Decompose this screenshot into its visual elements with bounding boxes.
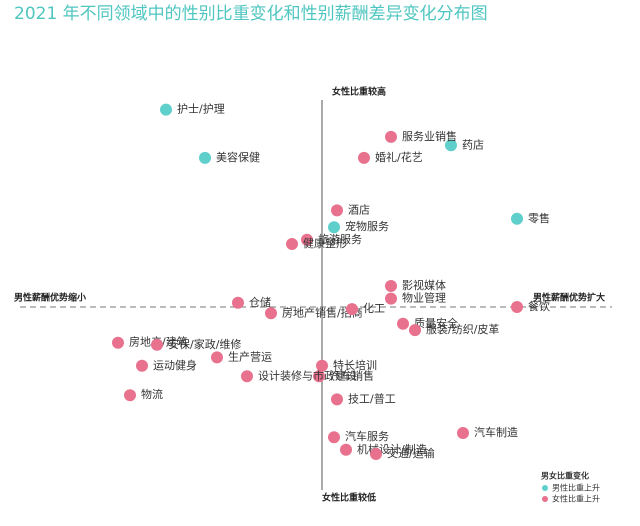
point — [211, 351, 223, 364]
point-label: 特长培训 — [333, 358, 377, 372]
point-label: 物流 — [141, 387, 163, 401]
point — [409, 324, 421, 337]
point-label: 宠物服务 — [345, 219, 389, 233]
point — [232, 296, 244, 309]
point-label: 药店 — [462, 137, 484, 151]
point — [331, 204, 343, 217]
point-label: 零售 — [528, 211, 550, 225]
point-label: 化工 — [363, 301, 385, 315]
point-label: 交通/运输 — [387, 446, 435, 460]
point — [511, 212, 523, 225]
chart-title: 2021 年不同领域中的性别比重变化和性别薪酬差异变化分布图 — [14, 4, 488, 24]
point-label: 质量安全 — [414, 316, 458, 330]
point-label: 设计装修与市政建设 — [258, 368, 357, 382]
point-label: 安保/家政/维修 — [168, 337, 241, 351]
point — [331, 393, 343, 406]
point — [385, 292, 397, 305]
point-label: 汽车服务 — [345, 429, 389, 443]
point-label: 酒店 — [348, 202, 370, 216]
point-label: 旅游服务 — [318, 232, 362, 246]
point-label: 餐饮 — [528, 299, 550, 313]
point — [328, 221, 340, 234]
point — [511, 301, 523, 313]
y-bottom-label: 女性比重较低 — [322, 492, 376, 504]
point — [241, 370, 253, 383]
point — [313, 370, 325, 383]
point — [112, 336, 124, 349]
point-label: 护士/护理 — [177, 102, 225, 116]
point — [457, 427, 469, 439]
point — [265, 307, 277, 320]
point — [385, 280, 397, 292]
point — [358, 151, 370, 164]
point-label: 美容保健 — [216, 150, 260, 164]
point-label: 技工/普工 — [348, 391, 396, 405]
x-left-label: 男性薪酬优势缩小 — [14, 292, 86, 304]
point-label: 生产营运 — [228, 349, 272, 363]
point — [346, 303, 358, 316]
point-label: 影视媒体 — [402, 278, 446, 292]
point-label: 物业管理 — [402, 291, 446, 305]
legend-swatch — [542, 485, 548, 491]
point — [124, 389, 136, 402]
point — [151, 338, 163, 351]
point — [397, 317, 409, 330]
point — [316, 359, 328, 372]
point — [340, 443, 352, 456]
point — [286, 238, 298, 250]
point — [160, 103, 172, 116]
point-label: 健康整形 — [303, 236, 347, 250]
point — [385, 130, 397, 143]
legend-swatch — [542, 496, 548, 502]
x-right-label: 男性薪酬优势扩大 — [533, 292, 605, 304]
point — [301, 233, 313, 246]
point-label: 仓储 — [249, 295, 271, 309]
point-label: 汽车销售 — [330, 368, 374, 382]
legend-title: 男女比重变化 — [541, 471, 589, 481]
legend-label: 女性比重上升 — [552, 494, 600, 504]
point-label: 汽车制造 — [474, 425, 518, 439]
point — [199, 151, 211, 164]
point — [370, 448, 382, 460]
point — [445, 139, 457, 152]
legend-label: 男性比重上升 — [552, 483, 600, 493]
point-label: 运动健身 — [153, 358, 197, 372]
point — [136, 359, 148, 372]
point — [328, 431, 340, 444]
point-label: 婚礼/花艺 — [375, 150, 423, 164]
y-top-label: 女性比重较高 — [332, 86, 386, 98]
point-label: 房地产销售/招商 — [282, 305, 363, 319]
point-label: 服务业销售 — [402, 129, 457, 143]
point-label: 服装/纺织/皮革 — [426, 322, 499, 336]
